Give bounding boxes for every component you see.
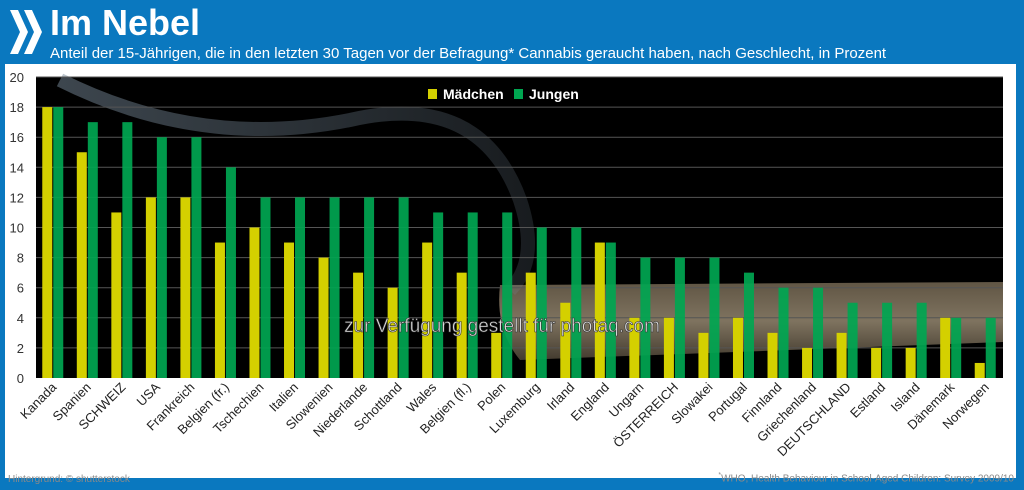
y-tick-label: 12 <box>10 190 24 205</box>
bar-jungen <box>329 197 340 378</box>
source-footnote-mark: * <box>718 472 722 479</box>
bar-maedchen <box>663 317 674 378</box>
source-text: WHO, Health Behaviour in School-Aged Chi… <box>721 473 1014 485</box>
bar-maedchen <box>76 152 87 378</box>
bar-maedchen <box>353 272 364 378</box>
bar-jungen <box>225 167 236 378</box>
bar-jungen <box>87 122 98 379</box>
bar-maedchen <box>456 272 467 378</box>
bar-maedchen <box>836 332 847 378</box>
bar-jungen <box>916 302 927 378</box>
bar-maedchen <box>974 362 985 378</box>
bar-maedchen <box>111 212 122 378</box>
bar-maedchen <box>871 347 882 378</box>
bar-jungen <box>743 272 754 378</box>
legend-swatch-jungen <box>514 89 523 99</box>
image-credit: Hintergrund: © shutterstock <box>8 474 130 485</box>
bar-maedchen <box>594 242 605 378</box>
y-tick-label: 6 <box>17 281 24 296</box>
bar-maedchen <box>180 197 191 378</box>
bar-jungen <box>191 137 202 378</box>
bar-maedchen <box>491 332 502 378</box>
bar-maedchen <box>732 317 743 378</box>
bar-jungen <box>122 122 133 379</box>
bar-maedchen <box>42 107 53 378</box>
bar-jungen <box>53 107 64 378</box>
bar-jungen <box>467 212 478 378</box>
bar-jungen <box>260 197 271 378</box>
bar-maedchen <box>422 242 433 378</box>
y-tick-label: 4 <box>17 311 24 326</box>
bar-jungen <box>295 197 306 378</box>
x-tick-label: USA <box>133 379 163 409</box>
bar-jungen <box>778 287 789 378</box>
bar-jungen <box>571 227 582 378</box>
y-tick-label: 2 <box>17 341 24 356</box>
bar-maedchen <box>767 332 778 378</box>
bar-jungen <box>398 197 409 378</box>
chart-title: Im Nebel <box>50 2 201 43</box>
source-note: *WHO, Health Behaviour in School-Aged Ch… <box>718 472 1014 484</box>
bar-jungen <box>364 197 375 378</box>
bar-jungen <box>674 257 685 378</box>
x-tick-label: England <box>568 380 612 424</box>
bar-maedchen <box>629 317 640 378</box>
y-tick-label: 16 <box>10 130 24 145</box>
bar-maedchen <box>387 287 398 378</box>
y-tick-label: 8 <box>17 251 24 266</box>
logo-chevrons-icon <box>10 10 42 54</box>
bar-jungen <box>709 257 720 378</box>
bar-maedchen <box>905 347 916 378</box>
bar-jungen <box>502 212 513 378</box>
bar-maedchen <box>698 332 709 378</box>
bar-jungen <box>847 302 858 378</box>
bar-jungen <box>882 302 893 378</box>
watermark: zur Verfügung gestellt für photaq.com <box>344 316 660 337</box>
bar-maedchen <box>560 302 571 378</box>
y-tick-label: 14 <box>10 160 24 175</box>
legend-swatch-maedchen <box>428 89 437 99</box>
background-smoke <box>56 73 535 295</box>
bar-maedchen <box>284 242 295 378</box>
bar-jungen <box>156 137 167 378</box>
bar-jungen <box>985 317 996 378</box>
bar-jungen <box>605 242 616 378</box>
bar-jungen <box>433 212 444 378</box>
y-tick-label: 0 <box>17 371 24 386</box>
bar-jungen <box>536 227 547 378</box>
bar-jungen <box>813 287 824 378</box>
bar-maedchen <box>318 257 329 378</box>
y-tick-label: 20 <box>10 70 24 85</box>
x-tick-label: Estland <box>847 380 888 421</box>
bar-maedchen <box>940 317 951 378</box>
chart-subtitle: Anteil der 15-Jährigen, die in den letzt… <box>50 45 887 62</box>
bar-maedchen <box>249 227 260 378</box>
y-tick-label: 18 <box>10 100 24 115</box>
legend-label-jungen: Jungen <box>529 86 579 102</box>
legend-label-maedchen: Mädchen <box>443 86 504 102</box>
bar-maedchen <box>525 272 536 378</box>
y-tick-label: 10 <box>10 221 24 236</box>
bar-maedchen <box>145 197 156 378</box>
bar-maedchen <box>214 242 225 378</box>
bar-jungen <box>640 257 651 378</box>
bar-maedchen <box>802 347 813 378</box>
bar-jungen <box>951 317 962 378</box>
